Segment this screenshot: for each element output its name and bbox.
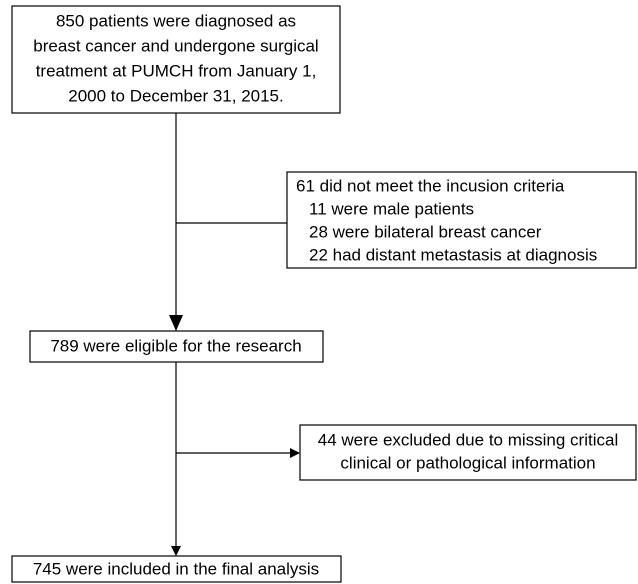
- box: [299, 424, 637, 481]
- box-text: 22 had distant metastasis at diagnosis: [309, 245, 597, 264]
- box-text: 789 were eligible for the research: [50, 336, 301, 355]
- box-text: breast cancer and undergone surgical: [33, 36, 318, 55]
- box: [11, 5, 341, 114]
- box-text: 11 were male patients: [309, 199, 474, 218]
- box-text: 2000 to December 31, 2015.: [68, 86, 283, 105]
- box-text: 28 were bilateral breast cancer: [309, 222, 542, 241]
- box-text: treatment at PUMCH from January 1,: [36, 61, 317, 80]
- box-text: 61 did not meet the incusion criteria: [296, 176, 565, 195]
- box-text: clinical or pathological information: [340, 453, 595, 472]
- box-text: 44 were excluded due to missing critical: [318, 430, 618, 449]
- box: [11, 555, 342, 583]
- box-text: 745 were included in the final analysis: [33, 559, 319, 578]
- box: [286, 171, 637, 269]
- box-text: 850 patients were diagnosed as: [56, 11, 296, 30]
- box: [29, 330, 324, 363]
